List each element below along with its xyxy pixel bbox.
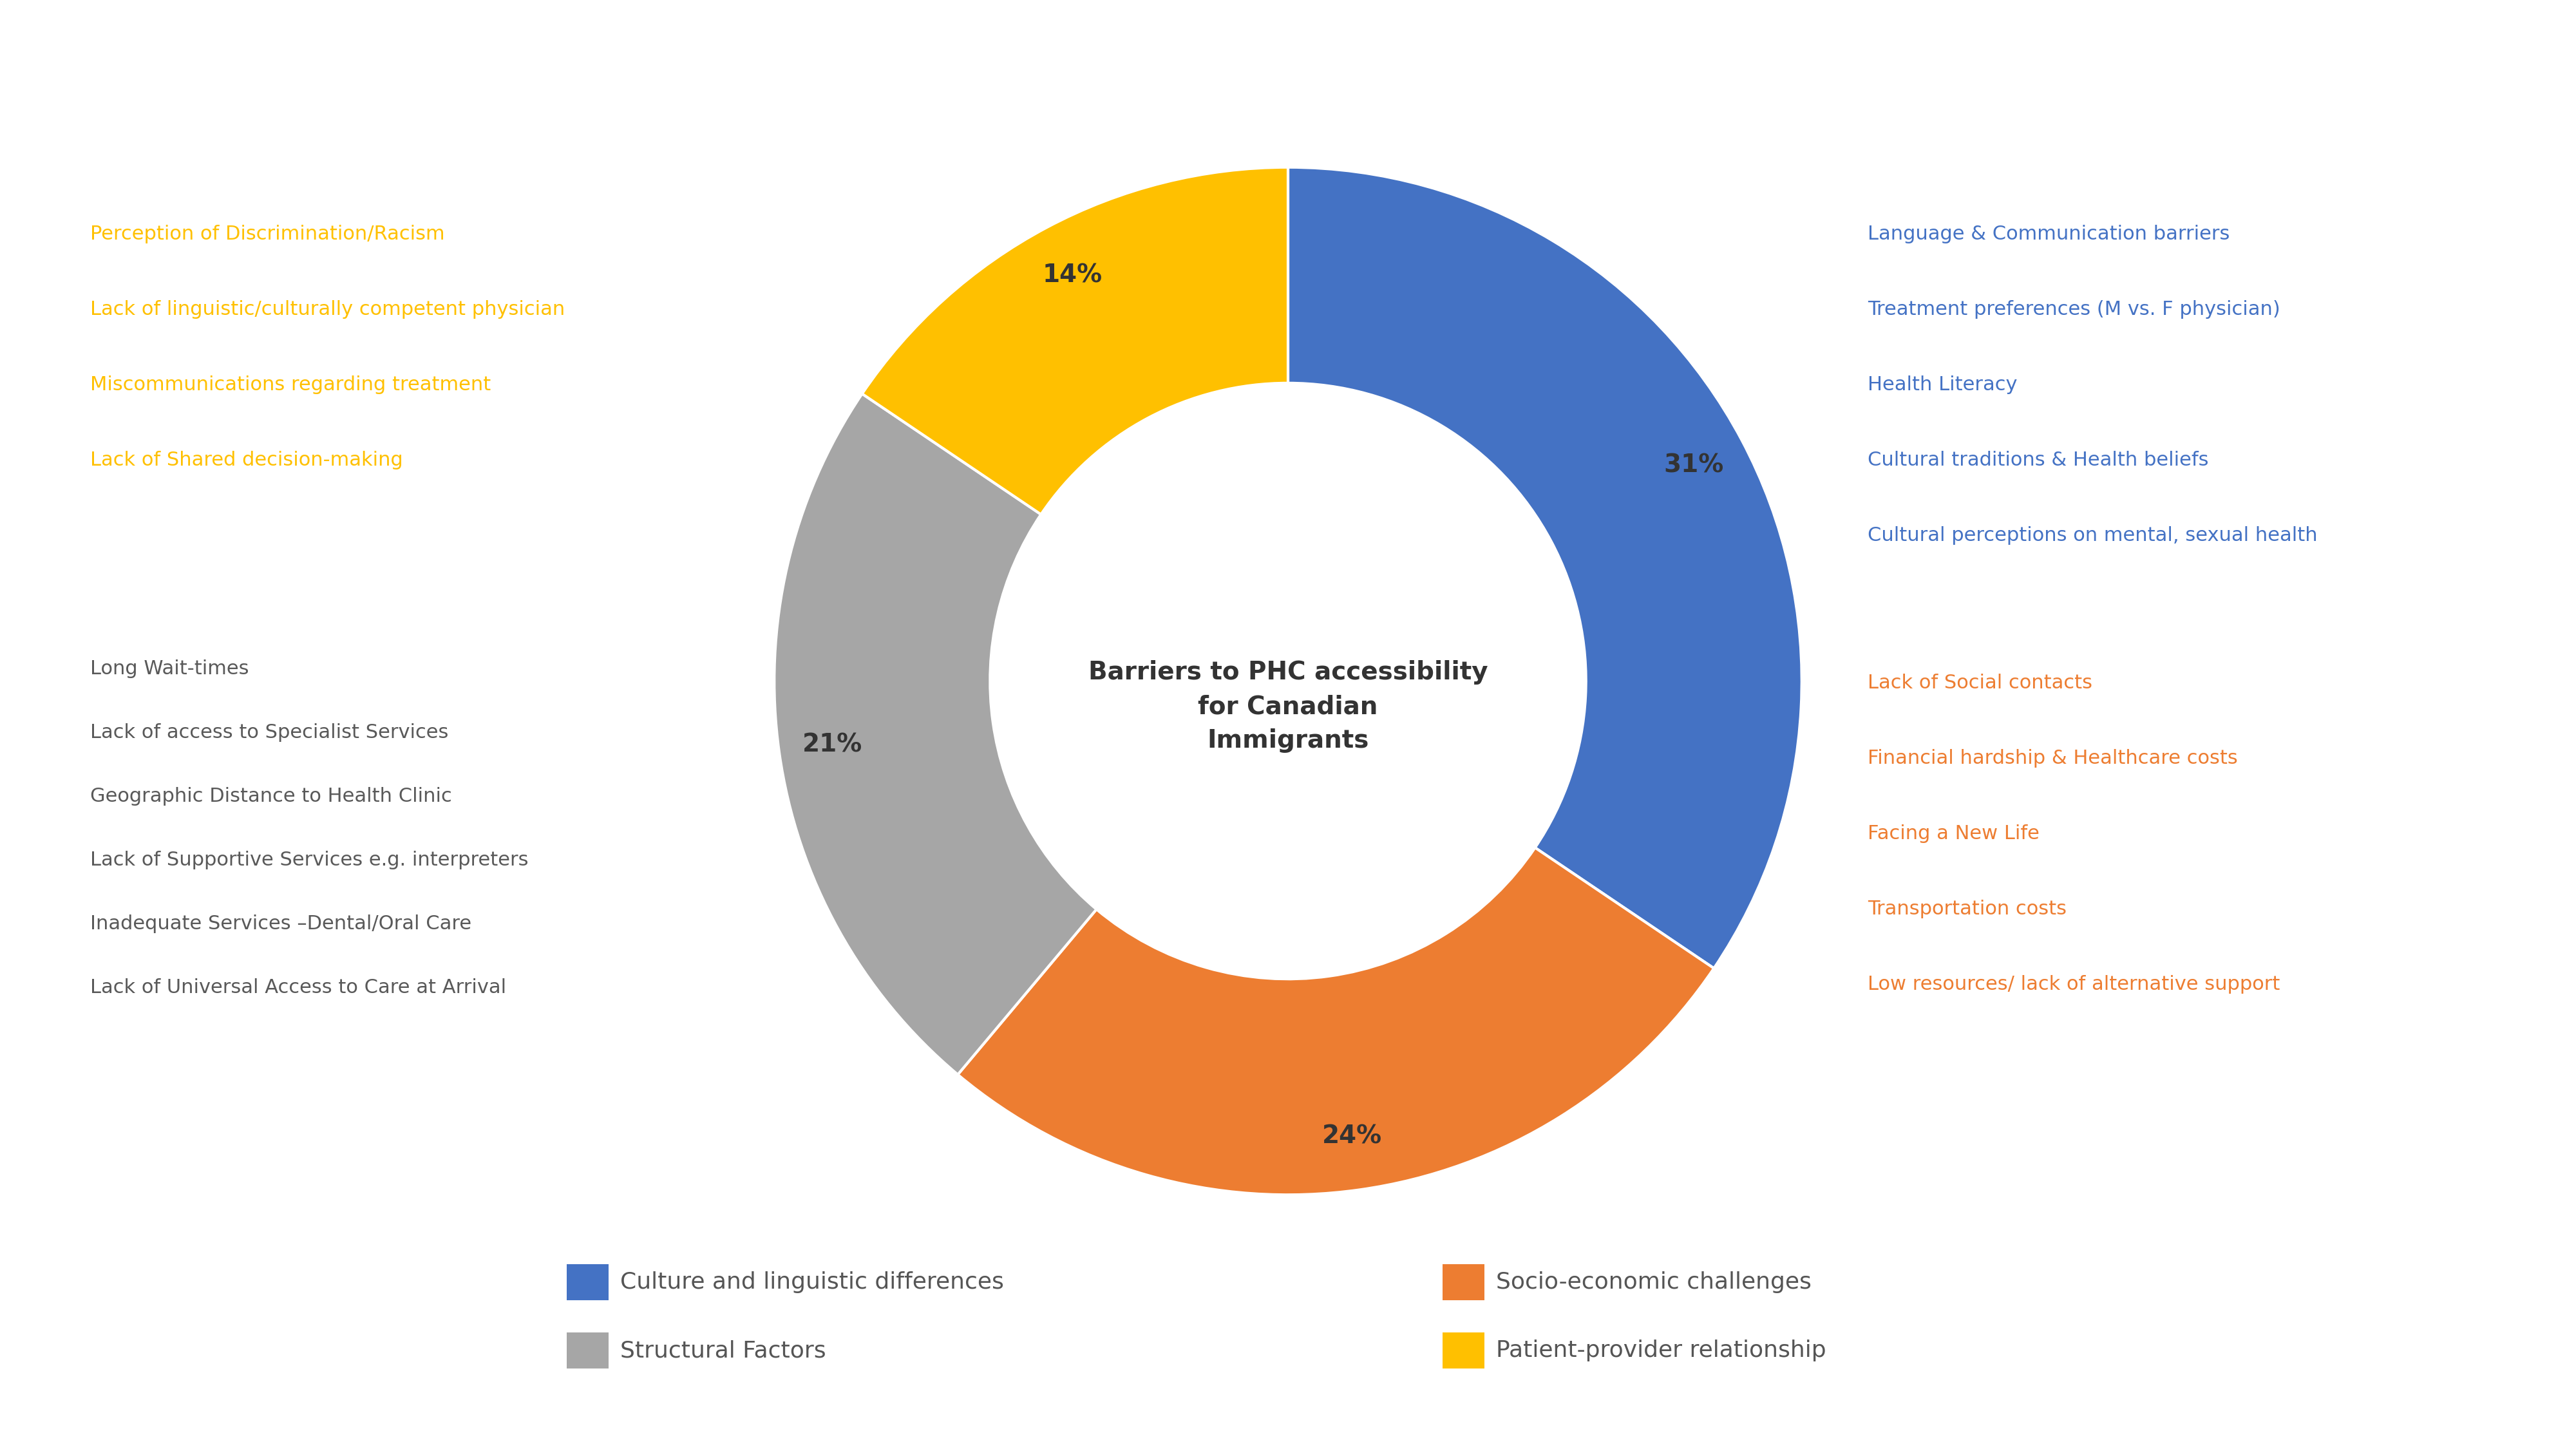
Text: 21%: 21%: [804, 733, 863, 758]
Text: Culture and linguistic differences: Culture and linguistic differences: [621, 1271, 1005, 1294]
Text: Socio-economic challenges: Socio-economic challenges: [1497, 1271, 1811, 1294]
Text: Perception of Discrimination/Racism: Perception of Discrimination/Racism: [90, 225, 446, 243]
Text: Lack of access to Specialist Services: Lack of access to Specialist Services: [90, 723, 448, 742]
Text: Structural Factors: Structural Factors: [621, 1339, 827, 1362]
Text: Lack of Shared decision-making: Lack of Shared decision-making: [90, 451, 402, 469]
Text: Barriers to PHC accessibility
for Canadian
Immigrants: Barriers to PHC accessibility for Canadi…: [1087, 661, 1489, 753]
Text: Miscommunications regarding treatment: Miscommunications regarding treatment: [90, 375, 492, 394]
Text: Lack of linguistic/culturally competent physician: Lack of linguistic/culturally competent …: [90, 300, 564, 319]
Text: Cultural traditions & Health beliefs: Cultural traditions & Health beliefs: [1868, 451, 2208, 469]
Text: Lack of Supportive Services e.g. interpreters: Lack of Supportive Services e.g. interpr…: [90, 851, 528, 869]
Wedge shape: [863, 167, 1288, 514]
Wedge shape: [958, 848, 1713, 1195]
Text: Transportation costs: Transportation costs: [1868, 900, 2066, 919]
Text: 31%: 31%: [1664, 454, 1723, 477]
Wedge shape: [1288, 167, 1801, 968]
Text: Long Wait-times: Long Wait-times: [90, 659, 250, 678]
Text: Financial hardship & Healthcare costs: Financial hardship & Healthcare costs: [1868, 749, 2239, 768]
Text: Geographic Distance to Health Clinic: Geographic Distance to Health Clinic: [90, 787, 451, 806]
Text: Facing a New Life: Facing a New Life: [1868, 824, 2040, 843]
Text: Low resources/ lack of alternative support: Low resources/ lack of alternative suppo…: [1868, 975, 2280, 994]
Text: 14%: 14%: [1043, 262, 1103, 287]
Text: Language & Communication barriers: Language & Communication barriers: [1868, 225, 2231, 243]
Text: Lack of Social contacts: Lack of Social contacts: [1868, 674, 2092, 693]
Text: Lack of Universal Access to Care at Arrival: Lack of Universal Access to Care at Arri…: [90, 978, 507, 997]
Text: Inadequate Services –Dental/Oral Care: Inadequate Services –Dental/Oral Care: [90, 914, 471, 933]
Text: Cultural perceptions on mental, sexual health: Cultural perceptions on mental, sexual h…: [1868, 526, 2318, 545]
Wedge shape: [775, 394, 1097, 1075]
Text: Patient-provider relationship: Patient-provider relationship: [1497, 1339, 1826, 1362]
Text: 24%: 24%: [1321, 1124, 1381, 1149]
Text: Health Literacy: Health Literacy: [1868, 375, 2017, 394]
Text: Treatment preferences (M vs. F physician): Treatment preferences (M vs. F physician…: [1868, 300, 2280, 319]
